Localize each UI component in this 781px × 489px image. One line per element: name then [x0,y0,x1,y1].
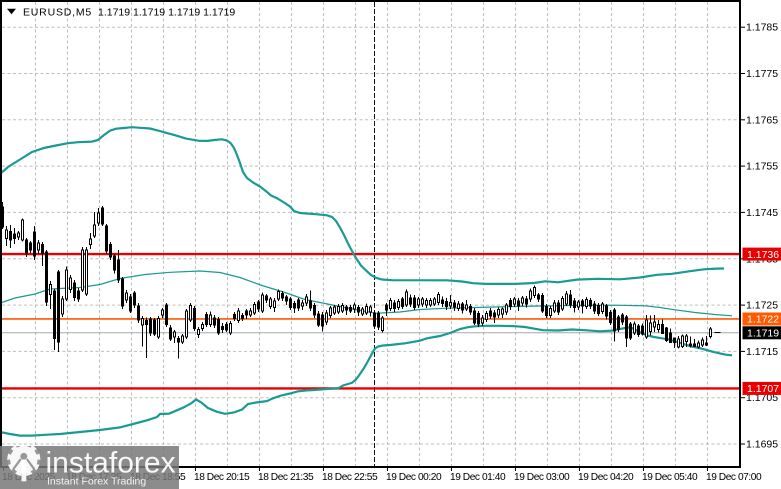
svg-text:EURUSD,M5: EURUSD,M5 [23,7,92,19]
svg-text:1.1725: 1.1725 [746,300,778,312]
svg-text:instaforex: instaforex [46,447,176,480]
svg-text:1.1722: 1.1722 [747,314,779,326]
svg-text:1.1745: 1.1745 [746,207,778,219]
svg-text:1.1755: 1.1755 [746,161,778,173]
svg-text:1.1719: 1.1719 [747,328,779,340]
svg-text:19 Dec 01:40: 19 Dec 01:40 [450,472,506,483]
svg-text:1.1736: 1.1736 [747,249,779,261]
svg-text:1.1707: 1.1707 [747,383,779,395]
svg-text:19 Dec 05:40: 19 Dec 05:40 [642,472,698,483]
svg-text:1.1785: 1.1785 [746,22,778,34]
svg-text:18 Dec 22:55: 18 Dec 22:55 [322,472,378,483]
svg-text:19 Dec 04:20: 19 Dec 04:20 [578,472,634,483]
svg-text:19 Dec 07:00: 19 Dec 07:00 [706,472,762,483]
svg-text:Instant Forex Trading: Instant Forex Trading [47,476,146,488]
svg-text:19 Dec 00:20: 19 Dec 00:20 [386,472,442,483]
svg-text:1.1715: 1.1715 [746,346,778,358]
svg-text:1.1775: 1.1775 [746,68,778,80]
svg-text:1.1765: 1.1765 [746,114,778,126]
svg-text:18 Dec 21:35: 18 Dec 21:35 [258,472,314,483]
svg-text:19 Dec 03:00: 19 Dec 03:00 [514,472,570,483]
svg-text:18 Dec 20:15: 18 Dec 20:15 [194,472,250,483]
svg-text:1.1705: 1.1705 [746,392,778,404]
svg-text:1.1695: 1.1695 [746,439,778,451]
svg-text:1.1719 1.1719 1.1719 1.1719: 1.1719 1.1719 1.1719 1.1719 [98,7,235,19]
